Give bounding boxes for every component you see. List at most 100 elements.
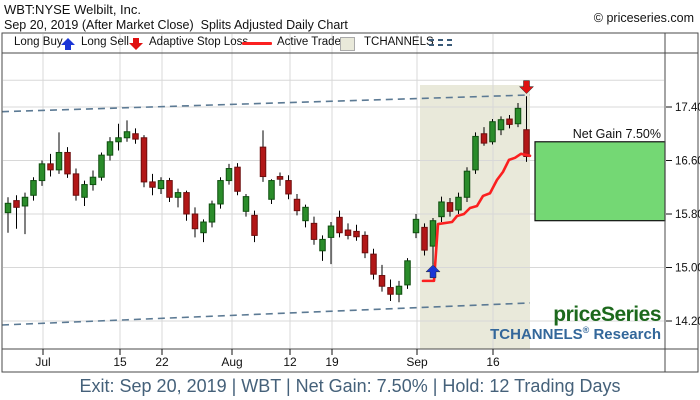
tchannels-research-label: TCHANNELS® Research: [490, 325, 661, 344]
legend-label-tchannels: TCHANNELS: [364, 36, 434, 48]
candle-down: [132, 133, 139, 140]
legend-label-long-buy: Long Buy: [14, 36, 63, 48]
candle-down: [361, 234, 369, 254]
candle-up: [489, 121, 496, 143]
candle-up: [438, 201, 445, 218]
candle-up: [242, 196, 250, 212]
candle-up: [225, 168, 233, 182]
candle-up: [208, 203, 216, 223]
y-tick-label: 15.80: [675, 209, 700, 221]
net-gain-box: [534, 141, 666, 222]
candle-down: [446, 202, 454, 212]
candle-up: [395, 285, 403, 295]
tchannels-dashed-icon: [429, 39, 455, 41]
legend-label-active-trade: Active Trade: [277, 36, 341, 48]
candle-down: [506, 118, 513, 125]
y-tick-label: 17.40: [675, 102, 700, 114]
brand-block: priceSeries TCHANNELS® Research: [490, 303, 661, 344]
candle-down: [387, 287, 394, 295]
long-buy-arrow-icon: [60, 37, 76, 56]
candle-down: [47, 163, 54, 171]
channel-upper: [1, 94, 531, 113]
candle-down: [166, 180, 173, 198]
sell-marker: [518, 80, 535, 94]
chart-subtitle: Sep 20, 2019 (After Market Close) Splits…: [4, 18, 348, 32]
candle-down: [480, 133, 488, 144]
tchannels-dashed-icon: [429, 44, 455, 46]
channel-lower: [1, 302, 531, 326]
x-tick-label: Sep: [406, 355, 428, 369]
net-gain-label: Net Gain 7.50%: [573, 127, 661, 141]
candle-up: [174, 192, 182, 198]
chart-title: WBT:NYSE Welbilt, Inc.: [4, 2, 142, 17]
candle-up: [123, 131, 131, 139]
candle-down: [310, 222, 318, 240]
candle-up: [514, 107, 522, 125]
buy-marker: [425, 264, 441, 279]
x-tick-label: 15: [113, 355, 127, 369]
candle-up: [463, 170, 471, 198]
candle-down: [140, 137, 148, 183]
candle-up: [404, 260, 411, 286]
stop-loss-line-icon: [242, 42, 272, 45]
candle-up: [89, 176, 97, 186]
legend-label-adaptive-stop-loss: Adaptive Stop Loss: [149, 36, 249, 48]
candle-down: [251, 214, 258, 236]
candle-down: [234, 166, 241, 192]
candle-down: [370, 253, 377, 275]
chart-legend: Long Buy Long Sell Adaptive Stop Loss Ac…: [2, 33, 698, 53]
x-tick-label: 19: [325, 355, 339, 369]
stop-loss-line: [421, 152, 532, 283]
copyright-text: © priceseries.com: [593, 11, 694, 25]
candle-up: [302, 206, 309, 222]
long-sell-arrow-icon: [128, 37, 144, 56]
y-tick-label: 15.00: [675, 263, 700, 275]
candle-down: [259, 146, 267, 178]
x-tick-label: 22: [155, 355, 169, 369]
candle-down: [293, 198, 301, 212]
status-bar-text: Exit: Sep 20, 2019 | WBT | Net Gain: 7.5…: [79, 376, 621, 396]
candle-up: [200, 221, 207, 234]
candle-down: [276, 176, 284, 180]
candle-up: [21, 196, 29, 207]
candle-up: [55, 151, 63, 171]
candle-up: [30, 180, 37, 196]
candle-up: [98, 154, 105, 178]
candle-up: [81, 184, 88, 198]
candle-down: [72, 173, 80, 196]
candle-up: [319, 238, 326, 252]
candle-down: [191, 213, 199, 230]
status-bar: Exit: Sep 20, 2019 | WBT | Net Gain: 7.5…: [0, 373, 700, 400]
x-tick-label: 12: [283, 355, 297, 369]
candle-up: [157, 180, 165, 190]
candle-down: [378, 275, 386, 287]
x-tick-label: Jul: [35, 355, 50, 369]
active-trade-swatch-icon: [340, 37, 355, 51]
candle-up: [472, 135, 479, 171]
candle-up: [106, 141, 114, 156]
candle-down: [353, 230, 360, 238]
candle-up: [412, 218, 420, 234]
candle-down: [421, 226, 428, 251]
candle-up: [455, 196, 462, 211]
candle-up: [4, 202, 12, 214]
candle-down: [523, 129, 530, 157]
candle-up: [268, 180, 275, 200]
candle-down: [183, 192, 190, 215]
candle-up: [429, 220, 437, 247]
candle-down: [344, 229, 352, 236]
x-tick-label: Aug: [221, 355, 242, 369]
candle-up: [497, 119, 505, 131]
chart-frame: [1, 32, 699, 373]
candle-up: [38, 163, 46, 182]
priceseries-logo: priceSeries: [553, 303, 661, 326]
candle-down: [13, 200, 20, 208]
x-tick-label: 16: [486, 355, 500, 369]
candle-down: [64, 151, 71, 175]
candle-up: [327, 225, 335, 238]
y-tick-label: 16.60: [675, 156, 700, 168]
candle-up: [217, 180, 224, 205]
candle-up: [115, 137, 122, 143]
